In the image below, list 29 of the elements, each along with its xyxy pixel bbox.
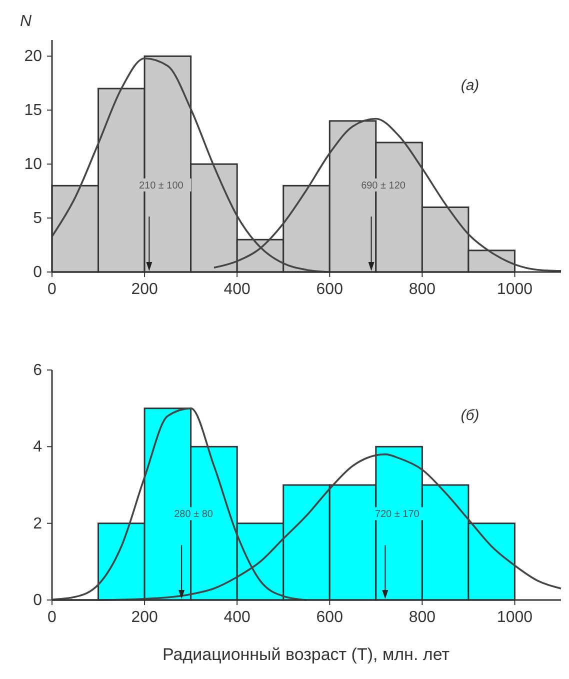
- x-tick-label: 600: [316, 281, 344, 298]
- y-tick-label: 0: [33, 592, 42, 609]
- x-tick-label: 0: [48, 609, 57, 626]
- x-axis-title: Радиационный возраст (T), млн. лет: [162, 645, 450, 664]
- x-tick-label: 400: [224, 609, 251, 626]
- y-tick-label: 15: [24, 102, 42, 120]
- y-tick-label: 20: [24, 48, 42, 66]
- x-tick-label: 600: [316, 609, 344, 626]
- x-tick-label: 800: [408, 281, 436, 298]
- y-tick-label: 4: [33, 438, 42, 456]
- x-tick-label: 1000: [496, 609, 533, 626]
- y-tick-label: 0: [33, 264, 42, 281]
- y-axis-title: N: [20, 13, 32, 30]
- ref-line-label: 210 ± 100: [138, 180, 184, 192]
- ref-line-label: 690 ± 120: [361, 180, 406, 192]
- y-tick-label: 5: [33, 210, 42, 228]
- y-tick-label: 6: [33, 362, 42, 379]
- x-tick-label: 400: [224, 281, 251, 298]
- annotation: (a): [460, 77, 480, 94]
- x-tick-label: 0: [48, 281, 57, 298]
- y-tick-label: 2: [33, 515, 42, 532]
- x-tick-label: 200: [131, 281, 158, 298]
- x-tick-label: 800: [408, 609, 436, 626]
- ref-line-label: 280 ± 80: [174, 509, 214, 520]
- y-tick-label: 10: [24, 156, 42, 174]
- x-tick-label: 1000: [496, 281, 533, 298]
- annotation: (б): [460, 407, 480, 424]
- ref-line-label: 720 ± 170: [374, 509, 420, 520]
- x-tick-label: 200: [131, 609, 158, 626]
